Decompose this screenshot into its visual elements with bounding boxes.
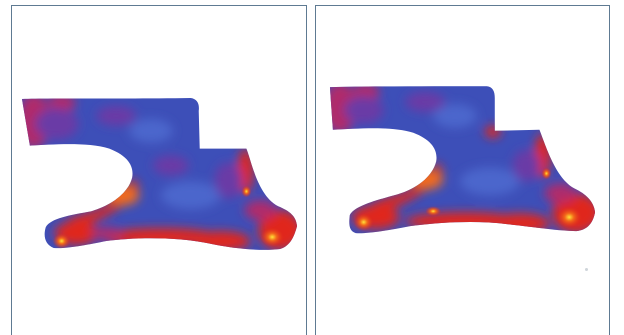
artifact-dot (585, 268, 588, 271)
hotspot (52, 233, 71, 249)
hotspot (541, 167, 552, 180)
hotspot (556, 206, 583, 229)
hotspot (425, 206, 442, 217)
hotspot (260, 227, 285, 247)
heatmap-shape-right (329, 86, 596, 234)
heatmap-shape-left (21, 97, 298, 250)
left-plot-panel (11, 5, 307, 335)
right-plot-panel (315, 5, 610, 335)
hotspot (241, 185, 252, 198)
hotspot (353, 213, 374, 232)
